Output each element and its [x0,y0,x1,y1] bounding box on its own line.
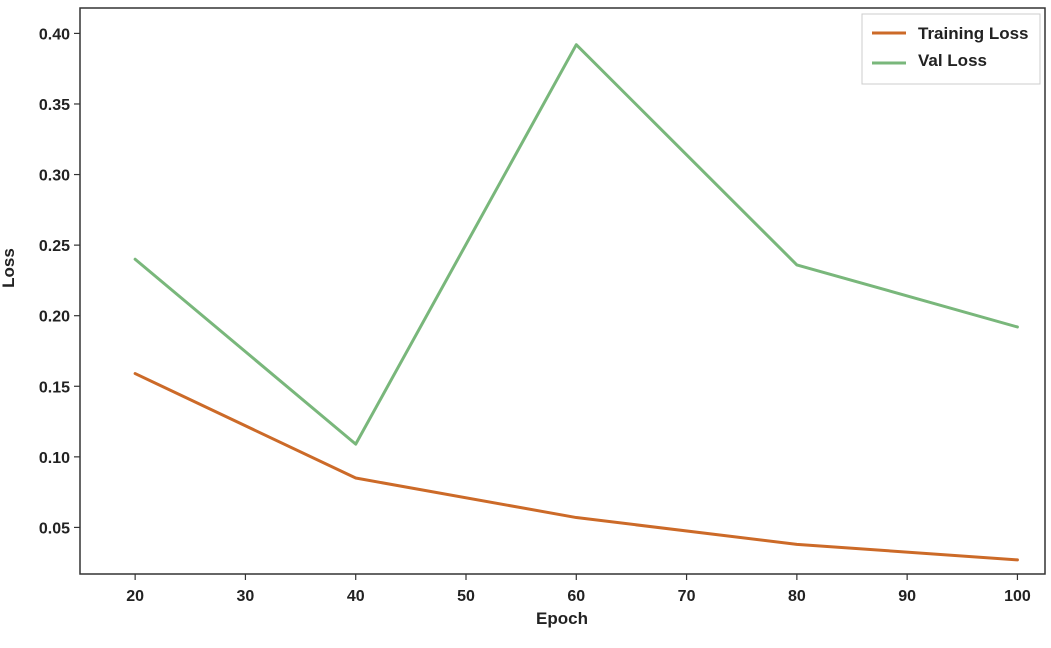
legend: Training Loss Val Loss [861,13,1041,85]
y-tick-label: 0.25 [39,238,70,255]
plot-frame [79,7,1046,575]
x-tick-label: 40 [347,588,365,605]
y-tick-label: 0.30 [39,168,70,185]
x-axis-title: Epoch [536,609,588,628]
x-tick-label: 100 [1004,588,1031,605]
series-layer [133,43,1019,562]
x-axis: 20 30 40 50 60 70 80 90 100 [126,574,1031,605]
x-tick-label: 80 [788,588,806,605]
series-line-val-loss [133,43,1019,446]
y-axis: 0.05 0.10 0.15 0.20 0.25 0.30 0.35 0.40 [39,26,80,537]
x-tick-label: 20 [126,588,144,605]
y-tick-label: 0.05 [39,520,70,537]
x-tick-label: 60 [567,588,585,605]
x-tick-label: 30 [237,588,255,605]
y-axis-title: Loss [0,248,18,288]
y-tick-label: 0.15 [39,379,70,396]
x-tick-label: 50 [457,588,475,605]
legend-label-val-loss: Val Loss [918,51,987,70]
legend-box [861,13,1041,85]
y-tick-label: 0.40 [39,26,70,43]
y-tick-label: 0.20 [39,309,70,326]
y-tick-label: 0.10 [39,450,70,467]
legend-label-training-loss: Training Loss [918,24,1029,43]
x-tick-label: 90 [898,588,916,605]
series-line-training-loss [133,372,1019,562]
x-tick-label: 70 [678,588,696,605]
y-tick-label: 0.35 [39,97,70,114]
